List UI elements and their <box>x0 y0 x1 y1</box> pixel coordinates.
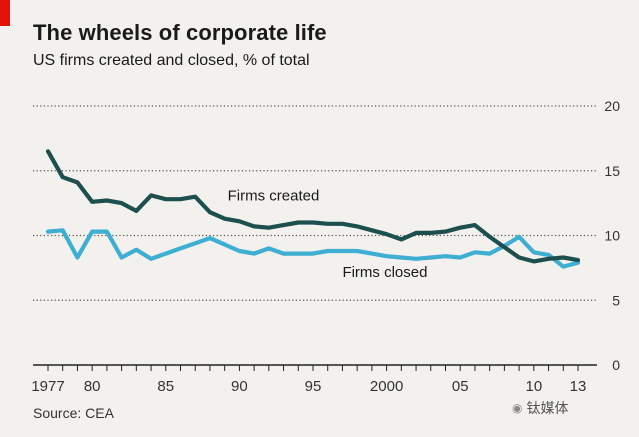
y-axis: 0 5 10 15 20 <box>604 98 620 373</box>
weibo-logo-icon: ◉ <box>512 401 523 415</box>
x-axis: 1977 80 85 90 95 2000 05 10 13 <box>31 365 586 395</box>
firms-created-line <box>45 149 581 264</box>
source-note: Source: CEA <box>33 405 114 421</box>
firms-closed-line <box>45 228 581 269</box>
x-tick-label: 90 <box>231 378 248 395</box>
x-tick-label: 13 <box>570 378 587 395</box>
y-tick-label: 5 <box>612 292 620 308</box>
x-tick-label: 85 <box>157 378 174 395</box>
watermark-text: 钛媒体 <box>526 400 569 416</box>
series-annotation: Firms closed <box>342 264 427 281</box>
y-tick-label: 15 <box>604 163 620 179</box>
x-tick-label: 2000 <box>370 378 403 395</box>
chart-title: The wheels of corporate life <box>33 20 327 45</box>
y-tick-label: 0 <box>612 357 620 373</box>
x-tick-label: 1977 <box>31 378 64 395</box>
y-tick-label: 10 <box>604 228 620 244</box>
gridlines <box>33 105 597 366</box>
chart-subtitle: US firms created and closed, % of total <box>33 52 310 69</box>
annotations: Firms created Firms closed <box>228 188 428 281</box>
series-lines <box>45 149 581 269</box>
brand-accent-bar <box>0 0 10 26</box>
x-tick-label: 05 <box>452 378 469 395</box>
x-tick-label: 80 <box>84 378 101 395</box>
series-annotation: Firms created <box>228 188 320 205</box>
watermark: ◉ 钛媒体 <box>512 398 568 418</box>
x-tick-label: 95 <box>305 378 322 395</box>
x-tick-label: 10 <box>525 378 542 395</box>
y-tick-label: 20 <box>604 98 620 114</box>
